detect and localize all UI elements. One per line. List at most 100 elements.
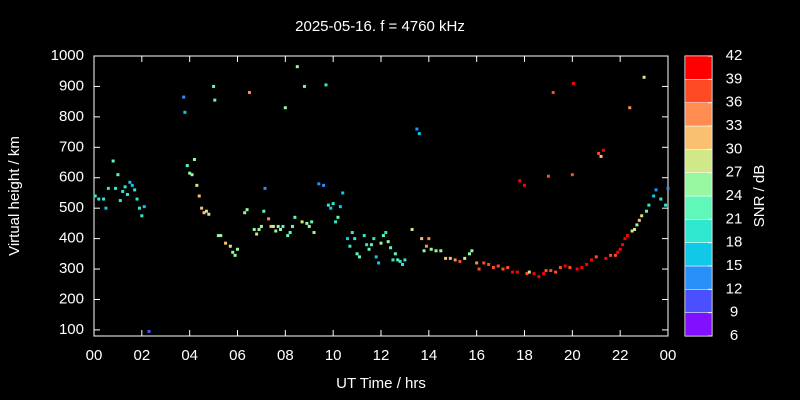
colorbar-tick-label: 33 <box>726 117 743 134</box>
data-point <box>283 106 287 110</box>
data-point <box>609 253 613 257</box>
data-point <box>274 229 278 233</box>
data-point <box>307 224 311 228</box>
data-point <box>341 191 345 195</box>
data-point <box>123 185 127 189</box>
colorbar-tick-label: 15 <box>726 257 743 274</box>
data-point <box>338 205 342 209</box>
data-point <box>200 206 204 210</box>
y-tick-label: 200 <box>59 290 84 307</box>
data-point <box>644 209 648 213</box>
data-point <box>575 267 579 271</box>
data-point <box>367 247 371 251</box>
data-point <box>130 183 134 187</box>
data-point <box>511 270 515 274</box>
data-point <box>664 203 668 207</box>
x-tick-label: 02 <box>133 347 150 364</box>
data-point <box>563 264 567 268</box>
colorbar-tick-label: 9 <box>730 304 738 321</box>
data-point <box>257 227 261 231</box>
data-point <box>190 173 194 177</box>
x-tick-label: 00 <box>660 347 677 364</box>
data-point <box>410 227 414 231</box>
data-point <box>544 269 548 273</box>
colorbar-tick-label: 36 <box>726 94 743 111</box>
data-point <box>291 224 295 228</box>
data-point <box>233 253 237 257</box>
data-point <box>331 202 335 206</box>
data-point <box>231 250 235 254</box>
data-point <box>276 224 280 228</box>
data-point <box>585 262 589 266</box>
data-point <box>336 215 340 219</box>
data-point <box>444 256 448 260</box>
data-point <box>601 148 605 152</box>
x-tick-label: 22 <box>612 347 629 364</box>
data-point <box>391 258 395 262</box>
data-point <box>551 91 555 95</box>
data-point <box>252 227 256 231</box>
data-point <box>213 98 217 102</box>
data-point <box>219 234 223 238</box>
data-point <box>572 81 576 85</box>
data-point <box>228 244 232 248</box>
data-point <box>350 231 354 235</box>
y-tick-label: 900 <box>59 77 84 94</box>
data-point <box>128 180 132 184</box>
x-tick-label: 16 <box>468 347 485 364</box>
colorbar-segment <box>684 219 713 243</box>
data-point <box>353 237 357 241</box>
data-point <box>365 243 369 247</box>
data-point <box>357 255 361 259</box>
data-point <box>389 246 393 250</box>
data-point <box>604 256 608 260</box>
data-point <box>398 259 402 263</box>
x-axis-label: UT Time / hrs <box>336 375 426 392</box>
colorbar-segment <box>684 312 713 337</box>
data-point <box>549 269 553 273</box>
data-point <box>384 231 388 235</box>
data-point <box>475 261 479 265</box>
data-point <box>93 194 97 198</box>
data-point <box>580 266 584 270</box>
y-tick-label: 1000 <box>51 47 84 64</box>
data-point <box>487 262 491 266</box>
data-point <box>434 249 438 253</box>
data-point <box>491 266 495 270</box>
data-point <box>267 217 271 221</box>
data-point <box>207 212 211 216</box>
data-point <box>245 208 249 212</box>
data-point <box>666 186 670 190</box>
data-point <box>527 270 531 274</box>
data-point <box>422 249 426 253</box>
data-point <box>637 218 641 222</box>
data-point <box>111 159 115 163</box>
data-point <box>125 192 129 196</box>
data-point <box>295 65 299 69</box>
data-point <box>310 220 314 224</box>
colorbar-tick-label: 42 <box>726 47 743 64</box>
colorbar-segment <box>684 149 713 173</box>
data-point <box>429 247 433 251</box>
data-point <box>633 227 637 231</box>
data-point <box>142 205 146 209</box>
y-axis-label: Virtual height / km <box>6 136 23 256</box>
data-point <box>448 256 452 260</box>
colorbar-segment <box>684 55 713 80</box>
data-point <box>133 188 137 192</box>
data-point <box>470 249 474 253</box>
colorbar-tick-label: 24 <box>726 187 743 204</box>
data-point <box>262 209 266 213</box>
data-point <box>496 264 500 268</box>
colorbar-segment <box>684 265 713 290</box>
data-point <box>623 237 627 241</box>
data-point <box>334 220 338 224</box>
data-point <box>135 197 139 201</box>
data-point <box>312 231 316 235</box>
y-tick-label: 700 <box>59 138 84 155</box>
data-point <box>594 255 598 259</box>
data-point <box>625 234 629 238</box>
data-point <box>106 186 110 190</box>
x-tick-label: 10 <box>325 347 342 364</box>
